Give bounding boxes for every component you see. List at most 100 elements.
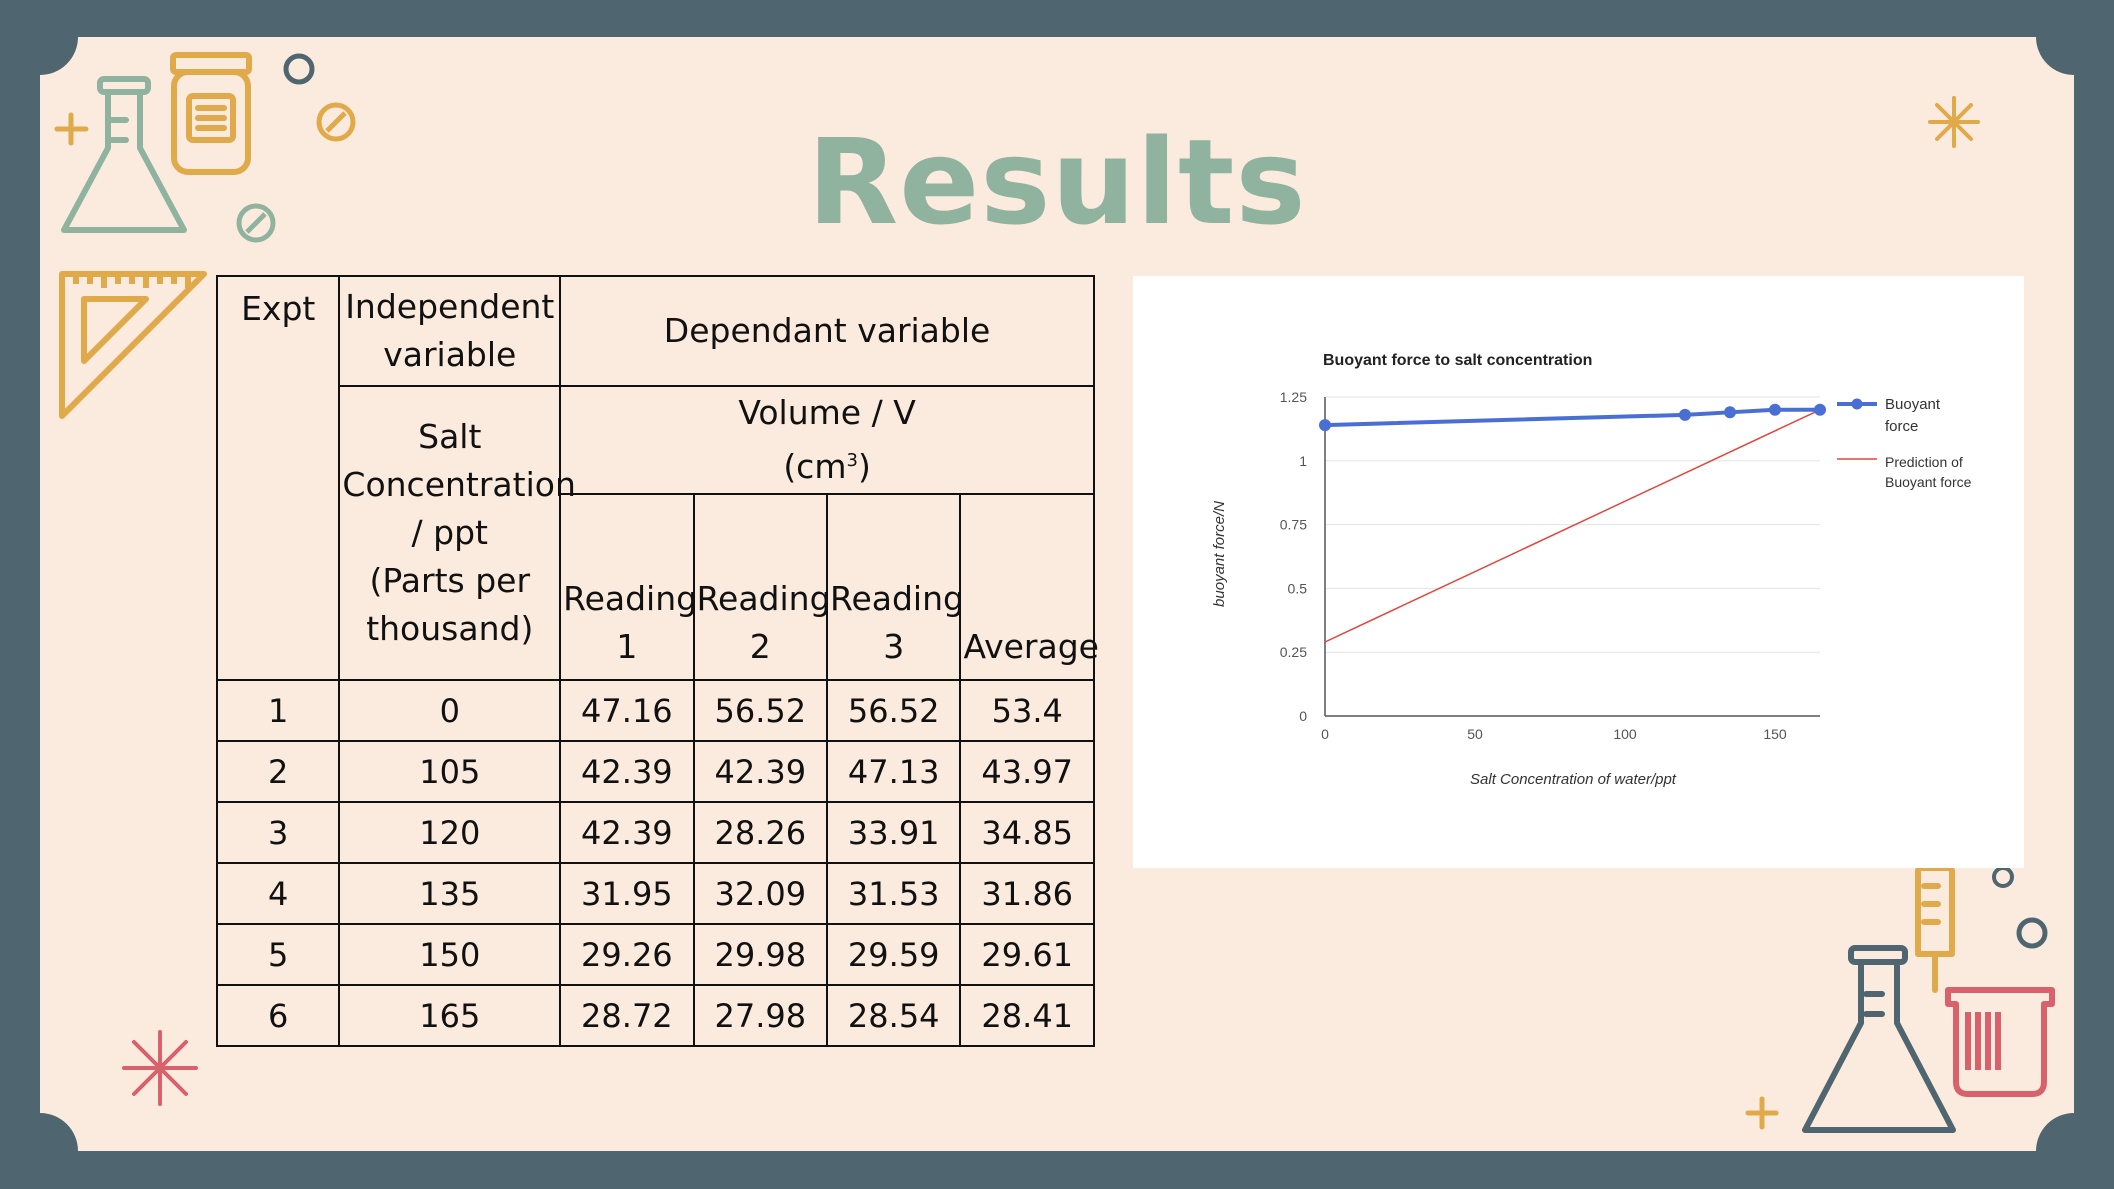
cell-reading-2: 42.39 [692,740,829,803]
sparkle-icon [122,1030,198,1106]
table-row: 3 120 42.39 28.26 33.91 34.85 [215,801,1095,864]
chart-x-tick-label: 150 [1763,726,1787,742]
jar-icon [170,52,252,175]
header-volume: Volume / V (cm3) [559,385,1095,495]
table-row: 6 165 28.72 27.98 28.54 28.41 [215,984,1095,1047]
chart-y-tick-label: 1.25 [1280,389,1307,405]
header-volume-close: ) [857,447,871,486]
circle-icon [283,53,315,85]
cell-reading-1: 31.95 [559,862,695,925]
cell-reading-1: 28.72 [559,984,695,1047]
cell-reading-3: 47.13 [826,740,962,803]
cell-average: 34.85 [959,801,1095,864]
cell-reading-1: 29.26 [559,923,695,986]
header-salt-concentration-line2: (Parts per thousand) [366,561,534,648]
chart-grid [1325,396,1820,653]
cell-expt: 1 [215,679,341,742]
header-reading-2: Reading 2 [692,493,831,681]
cell-expt: 5 [215,923,341,986]
chart-y-tick-label: 1 [1299,453,1307,469]
cell-expt: 6 [215,984,341,1047]
slashed-circle-icon [316,102,356,142]
cell-average: 29.61 [959,923,1095,986]
chart-series-line [1324,407,1820,428]
sparkle-icon [1928,96,1980,148]
cell-average: 53.4 [959,679,1095,742]
cell-reading-3: 29.59 [826,923,962,986]
cell-expt: 2 [215,740,341,803]
legend-label: Prediction of Buoyant force [1885,454,1972,490]
chart-y-axis-label: buoyant force/N [1211,501,1228,607]
table-row: 5 150 29.26 29.98 29.59 29.61 [215,923,1095,986]
corner-notch [2036,1113,2112,1189]
header-salt-concentration-line1: Salt Concentration / ppt [342,417,576,552]
cell-reading-1: 47.16 [559,679,695,742]
cell-salt: 105 [338,740,562,803]
cell-salt: 150 [338,923,562,986]
circle-icon [1992,866,2014,888]
cell-expt: 3 [215,801,341,864]
plus-icon [54,112,89,146]
chart-card: 0 0.25 0.5 0.75 1 1.25 0 50 100 150 Buoyant force P… [1133,276,2024,868]
cell-average: 31.86 [959,862,1095,925]
chart-series-line [1324,409,1821,643]
syringe-icon [1915,865,1955,993]
header-volume-line1: Volume / V [738,393,916,432]
results-table: Expt Independent variable Dependant vari… [215,275,1099,1047]
cell-reading-2: 28.26 [692,801,829,864]
cell-reading-2: 27.98 [692,984,829,1047]
cell-reading-1: 42.39 [559,801,695,864]
chart-x-axis-label: Salt Concentration of water/ppt [1470,771,1677,788]
cell-average: 28.41 [959,984,1095,1047]
cell-salt: 165 [338,984,562,1047]
chart-x-tick-label: 50 [1467,726,1483,742]
chart-data-point [1319,419,1331,432]
cell-salt: 120 [338,801,562,864]
header-salt-concentration: Salt Concentration / ppt (Parts per thou… [338,385,576,681]
flask-icon [61,76,187,233]
chart-series [1319,403,1826,643]
cell-salt: 0 [338,679,562,742]
header-average: Average [959,493,1099,681]
slashed-circle-icon [236,203,276,243]
chart-y-tick-label: 0.25 [1280,644,1307,660]
cell-average: 43.97 [959,740,1095,803]
legend-label: Buoyant force [1885,396,1941,435]
header-dependent-variable: Dependant variable [559,275,1095,387]
cell-salt: 135 [338,862,562,925]
plus-icon [1745,1096,1779,1130]
header-expt: Expt [215,275,341,681]
header-volume-unit: (cm [783,447,847,486]
beaker-icon [1945,987,2055,1097]
corner-notch [2,0,78,75]
chart-y-tick-label: 0 [1299,708,1307,724]
cell-reading-3: 31.53 [826,862,962,925]
cell-expt: 4 [215,862,341,925]
ruler-triangle-icon [59,271,207,419]
chart-legend: Buoyant force Prediction of Buoyant force [1837,396,1972,490]
chart-data-point [1814,403,1826,416]
corner-notch [2,1113,78,1189]
header-reading-1: Reading 1 [559,493,697,681]
cell-reading-1: 42.39 [559,740,695,803]
corner-notch [2036,0,2112,75]
header-reading-3: Reading 3 [826,493,964,681]
cell-reading-3: 33.91 [826,801,962,864]
chart-data-point [1679,408,1691,421]
table-row: 2 105 42.39 42.39 47.13 43.97 [215,740,1095,803]
chart-data-point [1724,406,1736,419]
table-row: 1 0 47.16 56.52 56.52 53.4 [215,679,1095,742]
chart-x-tick-label: 0 [1321,726,1329,742]
chart-x-tick-label: 100 [1613,726,1637,742]
cell-reading-2: 29.98 [692,923,829,986]
chart-data-point [1769,403,1781,416]
header-independent-variable: Independent variable [338,275,562,387]
cell-reading-2: 56.52 [692,679,829,742]
buoyant-force-chart: 0 0.25 0.5 0.75 1 1.25 0 50 100 150 Buoyant force P… [1211,352,1972,788]
chart-y-tick-label: 0.5 [1288,580,1308,596]
circle-icon [2016,917,2048,949]
header-volume-line2: (cm3) [563,437,1091,491]
table-row: 4 135 31.95 32.09 31.53 31.86 [215,862,1095,925]
chart-axes: 0 0.25 0.5 0.75 1 1.25 0 50 100 150 [1280,389,1820,742]
